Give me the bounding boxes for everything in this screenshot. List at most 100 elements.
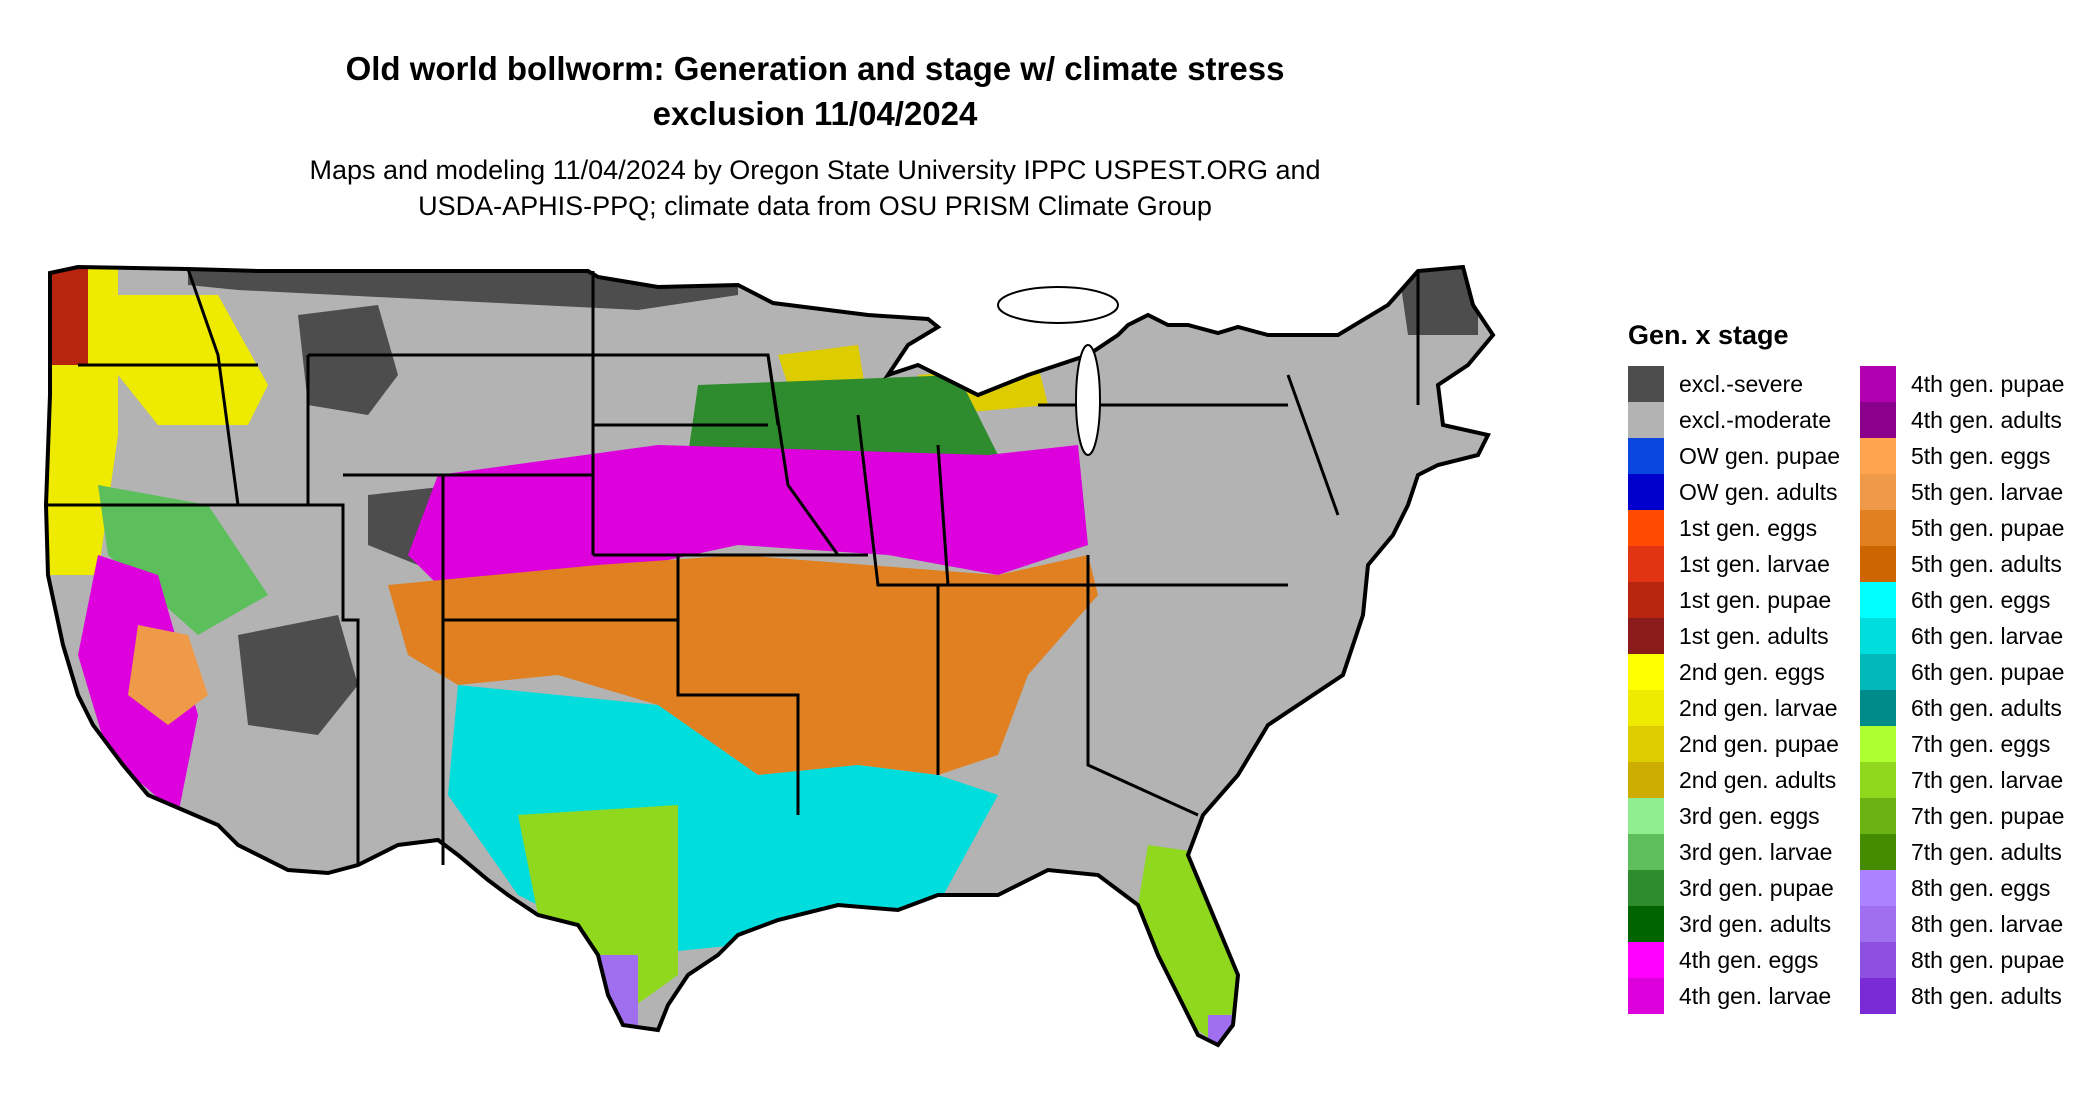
fill-excl-severe-southwest — [238, 615, 358, 735]
legend-item-7th-gen-eggs: 7th gen. eggs — [1860, 726, 2100, 762]
border-nj-md — [1286, 374, 1340, 516]
legend-swatch-excl-moderate — [1628, 402, 1664, 438]
fill-1st-gen-washington — [46, 267, 88, 365]
lake-michigan — [1075, 344, 1101, 456]
legend-label-2nd-gen-eggs: 2nd gen. eggs — [1679, 659, 1825, 685]
border-mountain-spine — [306, 355, 360, 865]
legend-label-4th-gen-larvae: 4th gen. larvae — [1679, 983, 1832, 1009]
legend-label-1st-gen-adults: 1st gen. adults — [1679, 623, 1829, 649]
legend-label-3rd-gen-adults: 3rd gen. adults — [1679, 911, 1832, 937]
legend-swatch-7th-gen-pupae — [1860, 798, 1896, 834]
legend-item-3rd-gen-pupae: 3rd gen. pupae — [1628, 870, 1868, 906]
legend-label-2nd-gen-adults: 2nd gen. adults — [1679, 767, 1837, 793]
legend-label-3rd-gen-pupae: 3rd gen. pupae — [1679, 875, 1834, 901]
legend-swatch-6th-gen-adults — [1860, 690, 1896, 726]
legend-swatch-8th-gen-eggs — [1860, 870, 1896, 906]
legend-label-6th-gen-larvae: 6th gen. larvae — [1911, 623, 2064, 649]
legend-label-6th-gen-adults: 6th gen. adults — [1911, 695, 2062, 721]
legend-swatch-1st-gen-eggs — [1628, 510, 1664, 546]
fill-8th-gen-florida-tip — [1208, 1015, 1238, 1045]
legend-swatch-4th-gen-adults — [1860, 402, 1896, 438]
legend-item-6th-gen-eggs: 6th gen. eggs — [1860, 582, 2100, 618]
legend-item-2nd-gen-adults: 2nd gen. adults — [1628, 762, 1868, 798]
fill-4th-gen-central — [408, 445, 1088, 605]
legend-swatch-4th-gen-larvae — [1628, 978, 1664, 1014]
legend-swatch-2nd-gen-pupae — [1628, 726, 1664, 762]
legend-label-1st-gen-eggs: 1st gen. eggs — [1679, 515, 1818, 541]
state-borders — [46, 268, 1420, 865]
legend-swatch-2nd-gen-eggs — [1628, 654, 1664, 690]
border-idaho-west — [186, 268, 240, 506]
fill-excl-severe-rockies — [298, 305, 398, 415]
legend-label-ow-gen-adults: OW gen. adults — [1679, 479, 1838, 505]
legend-label-7th-gen-pupae: 7th gen. pupae — [1911, 803, 2065, 829]
legend-item-8th-gen-eggs: 8th gen. eggs — [1860, 870, 2100, 906]
legend-swatch-4th-gen-eggs — [1628, 942, 1664, 978]
legend-label-3rd-gen-eggs: 3rd gen. eggs — [1679, 803, 1820, 829]
legend-item-5th-gen-eggs: 5th gen. eggs — [1860, 438, 2100, 474]
border-ga-fl — [1086, 555, 1199, 817]
legend-swatch-7th-gen-eggs — [1860, 726, 1896, 762]
legend-item-8th-gen-pupae: 8th gen. pupae — [1860, 942, 2100, 978]
legend-swatch-1st-gen-pupae — [1628, 582, 1664, 618]
legend-label-1st-gen-larvae: 1st gen. larvae — [1679, 551, 1830, 577]
legend-item-4th-gen-adults: 4th gen. adults — [1860, 402, 2100, 438]
map-title-line-2: exclusion 11/04/2024 — [652, 95, 978, 132]
border-texas-east — [676, 555, 800, 815]
legend-swatch-6th-gen-pupae — [1860, 654, 1896, 690]
legend-swatch-3rd-gen-adults — [1628, 906, 1664, 942]
lake-superior — [997, 286, 1119, 324]
legend-swatch-ow-gen-adults — [1628, 474, 1664, 510]
legend-label-4th-gen-eggs: 4th gen. eggs — [1679, 947, 1819, 973]
legend-item-2nd-gen-pupae: 2nd gen. pupae — [1628, 726, 1868, 762]
legend-item-5th-gen-adults: 5th gen. adults — [1860, 546, 2100, 582]
legend-item-5th-gen-pupae: 5th gen. pupae — [1860, 510, 2100, 546]
legend-label-5th-gen-eggs: 5th gen. eggs — [1911, 443, 2051, 469]
legend-title: Gen. x stage — [1628, 320, 1789, 350]
legend-item-6th-gen-larvae: 6th gen. larvae — [1860, 618, 2100, 654]
legend-item-excl-moderate: excl.-moderate — [1628, 402, 1868, 438]
legend-swatch-5th-gen-eggs — [1860, 438, 1896, 474]
legend-item-4th-gen-larvae: 4th gen. larvae — [1628, 978, 1868, 1014]
legend-item-2nd-gen-larvae: 2nd gen. larvae — [1628, 690, 1868, 726]
legend-item-1st-gen-adults: 1st gen. adults — [1628, 618, 1868, 654]
legend-label-6th-gen-eggs: 6th gen. eggs — [1911, 587, 2051, 613]
map-title-line-1: Old world bollworm: Generation and stage… — [345, 50, 1285, 87]
legend-swatch-3rd-gen-larvae — [1628, 834, 1664, 870]
legend-label-excl-severe: excl.-severe — [1679, 371, 1803, 397]
legend-swatch-3rd-gen-pupae — [1628, 870, 1664, 906]
legend-item-8th-gen-larvae: 8th gen. larvae — [1860, 906, 2100, 942]
legend-label-8th-gen-larvae: 8th gen. larvae — [1911, 911, 2064, 937]
map-fill — [46, 267, 1493, 1045]
legend-item-7th-gen-larvae: 7th gen. larvae — [1860, 762, 2100, 798]
legend-item-ow-gen-adults: OW gen. adults — [1628, 474, 1868, 510]
legend-swatch-ow-gen-pupae — [1628, 438, 1664, 474]
legend-item-ow-gen-pupae: OW gen. pupae — [1628, 438, 1868, 474]
legend-swatch-4th-gen-pupae — [1860, 366, 1896, 402]
legend-label-4th-gen-adults: 4th gen. adults — [1911, 407, 2062, 433]
legend-label-5th-gen-larvae: 5th gen. larvae — [1911, 479, 2064, 505]
legend-label-1st-gen-pupae: 1st gen. pupae — [1679, 587, 1832, 613]
legend-item-6th-gen-pupae: 6th gen. pupae — [1860, 654, 2100, 690]
legend-label-7th-gen-eggs: 7th gen. eggs — [1911, 731, 2051, 757]
legend-swatch-7th-gen-adults — [1860, 834, 1896, 870]
legend-item-3rd-gen-eggs: 3rd gen. eggs — [1628, 798, 1868, 834]
legend-label-8th-gen-adults: 8th gen. adults — [1911, 983, 2062, 1009]
map-subtitle-line-2: USDA-APHIS-PPQ; climate data from OSU PR… — [418, 191, 1212, 221]
legend-swatch-1st-gen-larvae — [1628, 546, 1664, 582]
legend-swatch-5th-gen-larvae — [1860, 474, 1896, 510]
legend-item-1st-gen-eggs: 1st gen. eggs — [1628, 510, 1868, 546]
legend-item-5th-gen-larvae: 5th gen. larvae — [1860, 474, 2100, 510]
legend-item-4th-gen-eggs: 4th gen. eggs — [1628, 942, 1868, 978]
fill-5th-gen-south — [388, 555, 1098, 775]
legend-item-6th-gen-adults: 6th gen. adults — [1860, 690, 2100, 726]
legend-label-6th-gen-pupae: 6th gen. pupae — [1911, 659, 2065, 685]
legend-swatch-2nd-gen-larvae — [1628, 690, 1664, 726]
legend-label-2nd-gen-larvae: 2nd gen. larvae — [1679, 695, 1838, 721]
fill-5th-gen-southern-california — [128, 625, 208, 725]
legend-label-7th-gen-larvae: 7th gen. larvae — [1911, 767, 2064, 793]
legend-swatch-1st-gen-adults — [1628, 618, 1664, 654]
map-title: Old world bollworm: Generation and stage… — [180, 46, 1450, 136]
legend-item-1st-gen-pupae: 1st gen. pupae — [1628, 582, 1868, 618]
fill-2nd-gen-plateau — [118, 295, 268, 425]
